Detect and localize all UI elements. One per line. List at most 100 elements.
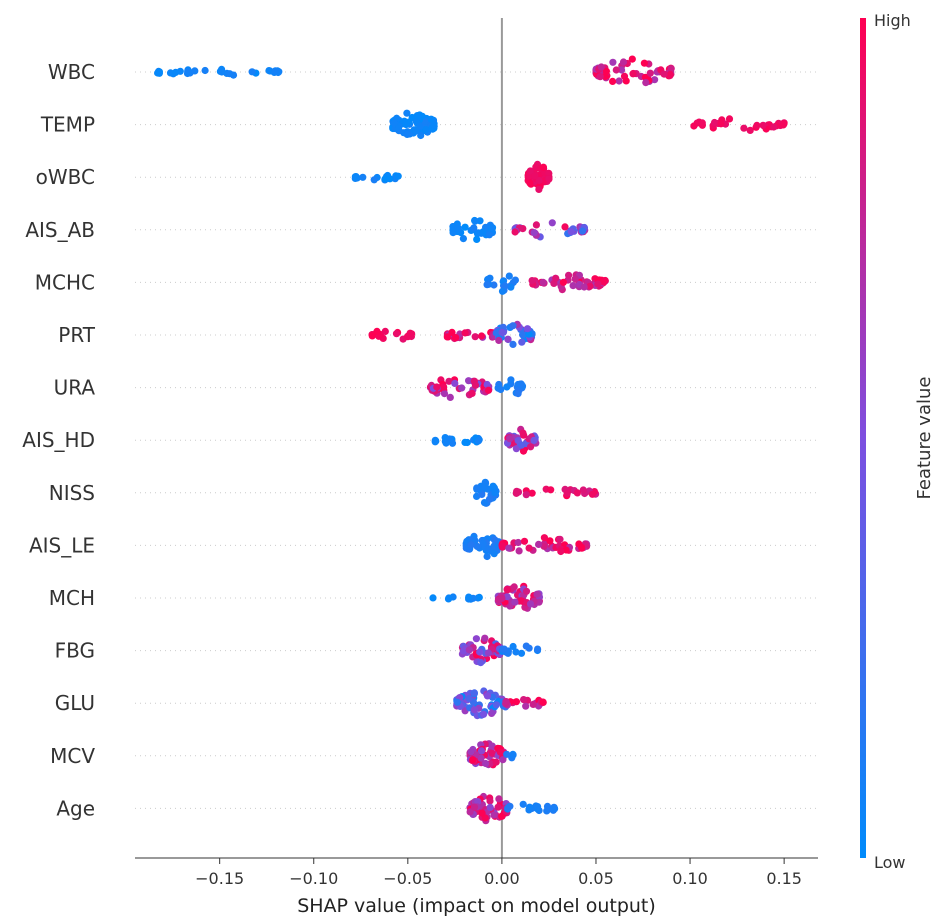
- shap-dot: [471, 381, 480, 389]
- shap-dot: [526, 600, 535, 608]
- shap-dot: [490, 536, 499, 544]
- shap-dot: [446, 393, 454, 401]
- shap-dot: [489, 482, 497, 490]
- shap-dot: [481, 634, 489, 642]
- shap-dot: [646, 69, 654, 77]
- shap-dot: [588, 490, 597, 498]
- shap-dot: [484, 386, 493, 394]
- shap-dot: [530, 436, 538, 444]
- shap-dot: [518, 441, 526, 449]
- colorbar-gradient: [860, 18, 866, 858]
- shap-dot: [517, 597, 525, 605]
- shap-dot: [641, 73, 650, 81]
- shap-dot: [528, 277, 536, 285]
- shap-dot: [496, 748, 504, 756]
- shap-dot: [535, 176, 543, 185]
- shap-dot: [442, 439, 450, 447]
- shap-dot: [481, 483, 489, 491]
- shap-dot: [725, 115, 734, 123]
- shap-dot: [717, 120, 725, 128]
- shap-dot: [155, 69, 163, 77]
- shap-dot: [527, 443, 535, 451]
- shap-dot: [612, 66, 620, 74]
- shap-dot: [779, 121, 787, 129]
- colorbar: High Low Feature value: [860, 11, 935, 872]
- shap-dot: [440, 383, 448, 391]
- shap-dot: [619, 58, 628, 66]
- shap-dot: [482, 759, 490, 768]
- shap-dot: [753, 121, 761, 129]
- shap-dot: [505, 272, 513, 280]
- feature-label: MCHC: [35, 270, 95, 294]
- shap-dot: [530, 229, 538, 237]
- shap-dot: [474, 437, 482, 445]
- feature-label: MCV: [50, 744, 95, 768]
- shap-dot: [476, 648, 484, 656]
- shap-dot: [452, 334, 460, 342]
- shap-dot: [575, 540, 583, 548]
- shap-dot: [449, 224, 457, 232]
- shap-dot: [271, 67, 279, 75]
- shap-dot: [543, 802, 552, 811]
- x-tick-label: 0.05: [578, 869, 614, 888]
- shap-dot: [563, 489, 571, 497]
- shap-dot: [416, 122, 424, 130]
- feature-label: PRT: [58, 323, 96, 347]
- shap-dot: [512, 698, 521, 706]
- shap-dot: [629, 70, 637, 78]
- shap-dot: [522, 587, 531, 595]
- x-axis-title: SHAP value (impact on model output): [297, 895, 656, 917]
- shap-dot: [609, 58, 617, 66]
- shap-dot: [506, 435, 514, 443]
- shap-dot: [403, 130, 411, 138]
- shap-dot: [483, 692, 492, 700]
- shap-dot: [561, 223, 569, 231]
- shap-dot: [370, 176, 378, 184]
- shap-dot: [511, 276, 519, 284]
- shap-dot: [459, 647, 468, 655]
- shap-dot: [352, 173, 360, 181]
- shap-dot: [579, 486, 587, 494]
- shap-dot: [459, 235, 467, 243]
- shap-dot: [427, 115, 435, 123]
- shap-dot: [470, 803, 479, 811]
- shap-dot: [520, 537, 529, 545]
- colorbar-title: Feature value: [914, 377, 935, 500]
- shap-dot: [539, 278, 547, 286]
- shap-dot: [448, 328, 456, 336]
- shap-dot: [597, 63, 605, 71]
- shap-dot: [392, 330, 401, 338]
- shap-dot: [509, 322, 517, 330]
- shap-dot: [596, 73, 604, 81]
- shap-dot: [531, 172, 539, 180]
- shap-dot: [514, 390, 522, 398]
- shap-dot: [503, 750, 511, 758]
- shap-dot: [507, 283, 515, 291]
- shap-dot: [615, 77, 623, 85]
- shap-dot: [746, 126, 754, 134]
- shap-dot: [484, 545, 492, 553]
- shap-dot: [523, 325, 532, 333]
- shap-dot: [525, 330, 533, 338]
- shap-dot: [495, 336, 503, 344]
- x-tick-label: −0.05: [383, 869, 432, 888]
- shap-dot: [454, 224, 462, 232]
- shap-dot: [486, 797, 494, 805]
- shap-dot: [534, 803, 542, 811]
- shap-dot: [471, 217, 479, 225]
- shap-dot: [201, 66, 209, 75]
- shap-dot: [698, 119, 706, 127]
- shap-dot: [465, 694, 473, 703]
- shap-dot: [433, 383, 441, 391]
- shap-dot: [573, 489, 582, 497]
- shap-dot: [484, 649, 492, 657]
- shap-dot: [540, 542, 548, 550]
- shap-dot: [477, 659, 485, 667]
- shap-dot: [248, 68, 256, 76]
- shap-dot: [516, 380, 524, 388]
- shap-dot: [498, 542, 507, 550]
- shap-dot: [517, 649, 526, 657]
- shap-dot: [504, 804, 512, 812]
- shap-dot: [470, 689, 478, 697]
